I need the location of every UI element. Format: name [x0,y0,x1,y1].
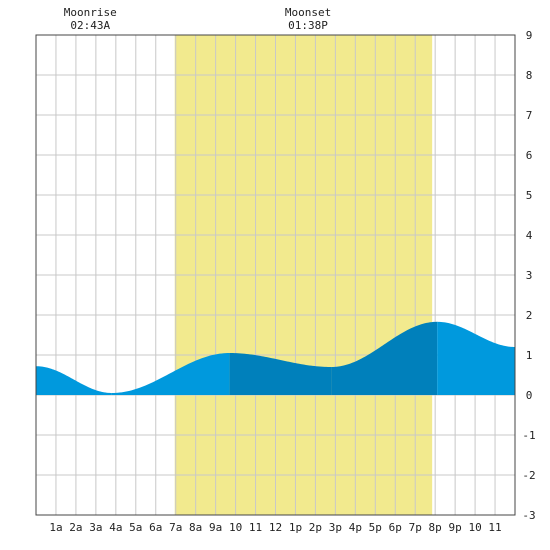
y-tick-label: 9 [526,29,533,42]
moon-event-label: Moonset [285,6,331,19]
moon-event-time: 02:43A [70,19,110,32]
y-tick-label: -2 [522,469,535,482]
x-tick-label: 6p [389,521,402,534]
x-tick-label: 3a [89,521,102,534]
tide-area-segment [437,321,515,395]
x-tick-label: 5p [369,521,382,534]
y-tick-label: 5 [526,189,533,202]
x-tick-label: 10 [468,521,481,534]
x-tick-label: 6a [149,521,162,534]
x-tick-label: 1a [49,521,62,534]
x-tick-label: 10 [229,521,242,534]
plot-frame [35,34,516,516]
x-tick-label: 2a [69,521,82,534]
moon-event-time: 01:38P [288,19,328,32]
y-tick-label: -1 [522,429,535,442]
y-tick-label: 3 [526,269,533,282]
x-tick-label: 4a [109,521,122,534]
y-tick-label: -3 [522,509,535,522]
x-tick-label: 12 [269,521,282,534]
x-tick-label: 2p [309,521,322,534]
y-tick-label: 6 [526,149,533,162]
x-tick-label: 7p [409,521,422,534]
x-tick-label: 9a [209,521,222,534]
x-tick-label: 7a [169,521,182,534]
y-tick-label: 8 [526,69,533,82]
x-tick-label: 3p [329,521,342,534]
x-tick-label: 8a [189,521,202,534]
tide-area-segment [36,366,112,395]
y-tick-label: 4 [526,229,533,242]
x-tick-label: 11 [488,521,501,534]
x-tick-label: 1p [289,521,302,534]
y-tick-label: 7 [526,109,533,122]
tide-area-segment [331,321,438,395]
x-tick-label: 11 [249,521,262,534]
y-tick-label: 0 [526,389,533,402]
y-tick-label: 2 [526,309,533,322]
tide-area-segment [111,353,230,395]
tide-area-segment [229,353,332,395]
x-tick-label: 9p [449,521,462,534]
x-tick-label: 5a [129,521,142,534]
moon-event-label: Moonrise [64,6,117,19]
x-tick-label: 4p [349,521,362,534]
x-tick-label: 8p [429,521,442,534]
y-tick-label: 1 [526,349,533,362]
